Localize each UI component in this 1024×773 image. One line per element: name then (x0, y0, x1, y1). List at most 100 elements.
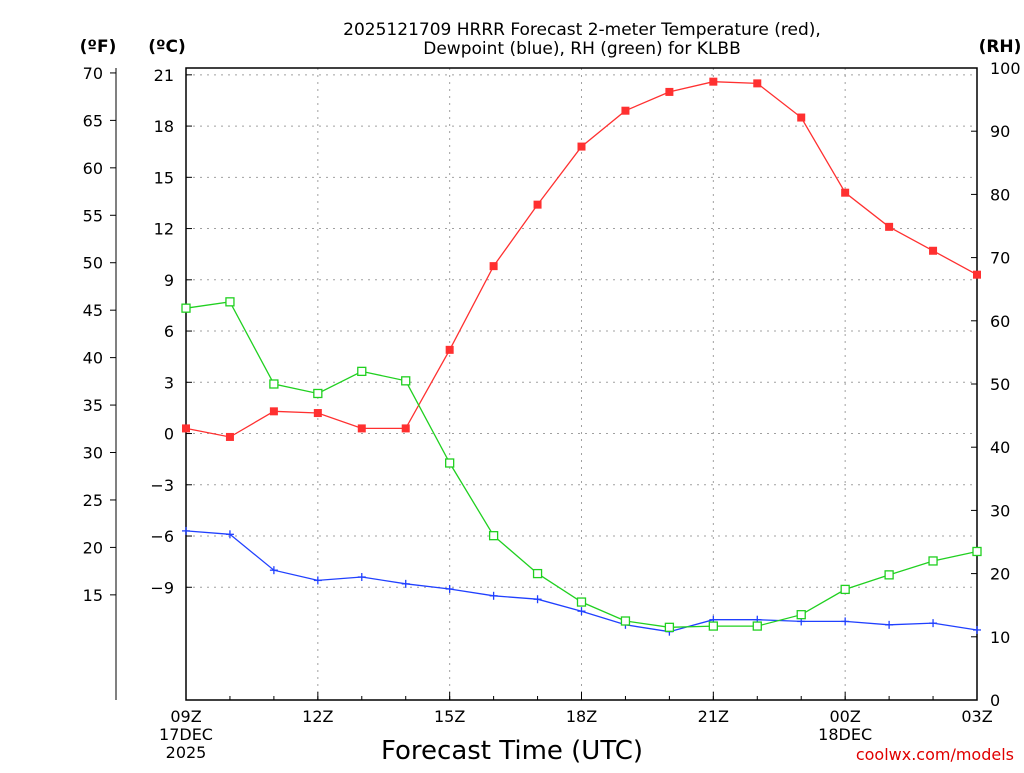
data-point-rh (488, 531, 499, 541)
fahrenheit-tick-label: 70 (83, 64, 103, 83)
series-line-rh (185, 301, 978, 628)
data-point-temperature (225, 432, 234, 441)
fahrenheit-tick-label: 55 (83, 206, 103, 225)
x-tick-label: 17DEC (159, 725, 213, 744)
x-tick-label: 15Z (434, 707, 465, 726)
celsius-tick-label: 21 (154, 66, 174, 85)
celsius-tick-label: 6 (164, 322, 174, 341)
fahrenheit-tick-label: 30 (83, 444, 103, 463)
x-tick-label: 2025 (166, 743, 207, 762)
x-tick-label: 21Z (698, 707, 729, 726)
data-point-dewpoint (489, 591, 498, 600)
data-point-rh (269, 379, 279, 389)
series-dewpoint (182, 526, 981, 636)
rh-tick-label: 70 (990, 249, 1010, 268)
data-point-temperature (621, 106, 630, 115)
data-point-rh (401, 376, 411, 386)
data-point-temperature (313, 409, 322, 418)
data-point-rh (928, 556, 938, 566)
celsius-tick-label: 3 (164, 373, 174, 392)
data-point-rh (532, 568, 543, 579)
celsius-tick-label: 18 (154, 117, 174, 136)
rh-tick-label: 0 (990, 691, 1000, 710)
fahrenheit-unit-label: (ºF) (80, 37, 117, 57)
data-point-temperature (269, 407, 278, 416)
fahrenheit-tick-label: 65 (83, 111, 103, 130)
x-axis-title: Forecast Time (UTC) (381, 736, 643, 766)
grid-layer (186, 68, 977, 700)
data-point-temperature (445, 345, 454, 354)
celsius-unit-label: (ºC) (148, 37, 186, 57)
rh-tick-label: 60 (990, 312, 1010, 331)
x-tick-label: 18DEC (818, 725, 872, 744)
data-point-rh (313, 388, 323, 399)
rh-tick-label: 100 (990, 59, 1021, 78)
data-point-dewpoint (929, 619, 938, 628)
rh-tick-label: 40 (990, 438, 1010, 457)
fahrenheit-axis: 70 65 60 55 50 45 40 35 30 25 20 15 (83, 64, 116, 605)
data-point-dewpoint (533, 595, 542, 604)
celsius-tick-label: 0 (164, 425, 174, 444)
data-point-rh (225, 297, 235, 307)
data-point-dewpoint (401, 579, 410, 588)
fahrenheit-tick-label: 45 (83, 301, 103, 320)
data-point-rh (752, 621, 762, 631)
data-point-rh (708, 621, 718, 631)
data-point-temperature (182, 424, 190, 433)
fahrenheit-tick-label: 50 (83, 254, 103, 273)
rh-tick-label: 20 (990, 565, 1010, 584)
rh-tick-label: 90 (990, 122, 1010, 141)
data-point-rh (181, 303, 191, 313)
credit-text: coolwx.com/models (856, 745, 1014, 764)
fahrenheit-tick-label: 25 (83, 491, 103, 510)
data-point-rh (664, 622, 675, 632)
series-line-dewpoint (185, 530, 978, 633)
data-point-dewpoint (973, 625, 981, 634)
fahrenheit-tick-label: 20 (83, 538, 103, 557)
series-rh (181, 297, 982, 632)
series-temperature (182, 77, 981, 441)
data-point-dewpoint (357, 573, 366, 582)
fahrenheit-tick-label: 60 (83, 159, 103, 178)
data-point-temperature (797, 113, 806, 122)
data-point-temperature (709, 77, 718, 86)
x-tick-label: 00Z (830, 707, 861, 726)
series-layer (181, 77, 982, 636)
fahrenheit-tick-label: 15 (83, 586, 103, 605)
x-tick-label: 03Z (961, 707, 992, 726)
data-point-temperature (401, 424, 410, 433)
chart-title-line1: 2025121709 HRRR Forecast 2-meter Tempera… (343, 20, 821, 40)
celsius-tick-label: −6 (150, 527, 174, 546)
data-point-dewpoint (885, 620, 894, 629)
fahrenheit-tick-label: 40 (83, 349, 103, 368)
celsius-axis: 21 18 15 12 9 6 3 0 −3 −6 −9 (150, 66, 192, 597)
data-point-temperature (489, 262, 498, 271)
rh-tick-label: 50 (990, 375, 1010, 394)
data-point-temperature (577, 142, 586, 151)
rh-unit-label: (RH) (979, 37, 1022, 57)
data-point-dewpoint (225, 530, 234, 539)
x-tick-label: 18Z (566, 707, 597, 726)
data-point-temperature (929, 246, 938, 255)
celsius-tick-label: 15 (154, 168, 174, 187)
rh-tick-label: 80 (990, 185, 1010, 204)
chart-title-line2: Dewpoint (blue), RH (green) for KLBB (423, 39, 741, 59)
rh-tick-label: 30 (990, 501, 1010, 520)
x-tick-label: 09Z (170, 707, 201, 726)
data-point-dewpoint (269, 566, 278, 575)
data-point-rh (884, 570, 894, 580)
data-point-rh (796, 610, 806, 620)
data-point-temperature (753, 79, 762, 88)
data-point-dewpoint (313, 576, 322, 585)
data-point-temperature (885, 222, 894, 231)
data-point-dewpoint (182, 526, 190, 535)
celsius-tick-label: −9 (150, 578, 174, 597)
x-tick-label: 12Z (302, 707, 333, 726)
data-point-temperature (841, 188, 850, 197)
celsius-tick-label: −3 (150, 476, 174, 495)
data-point-temperature (533, 200, 542, 209)
